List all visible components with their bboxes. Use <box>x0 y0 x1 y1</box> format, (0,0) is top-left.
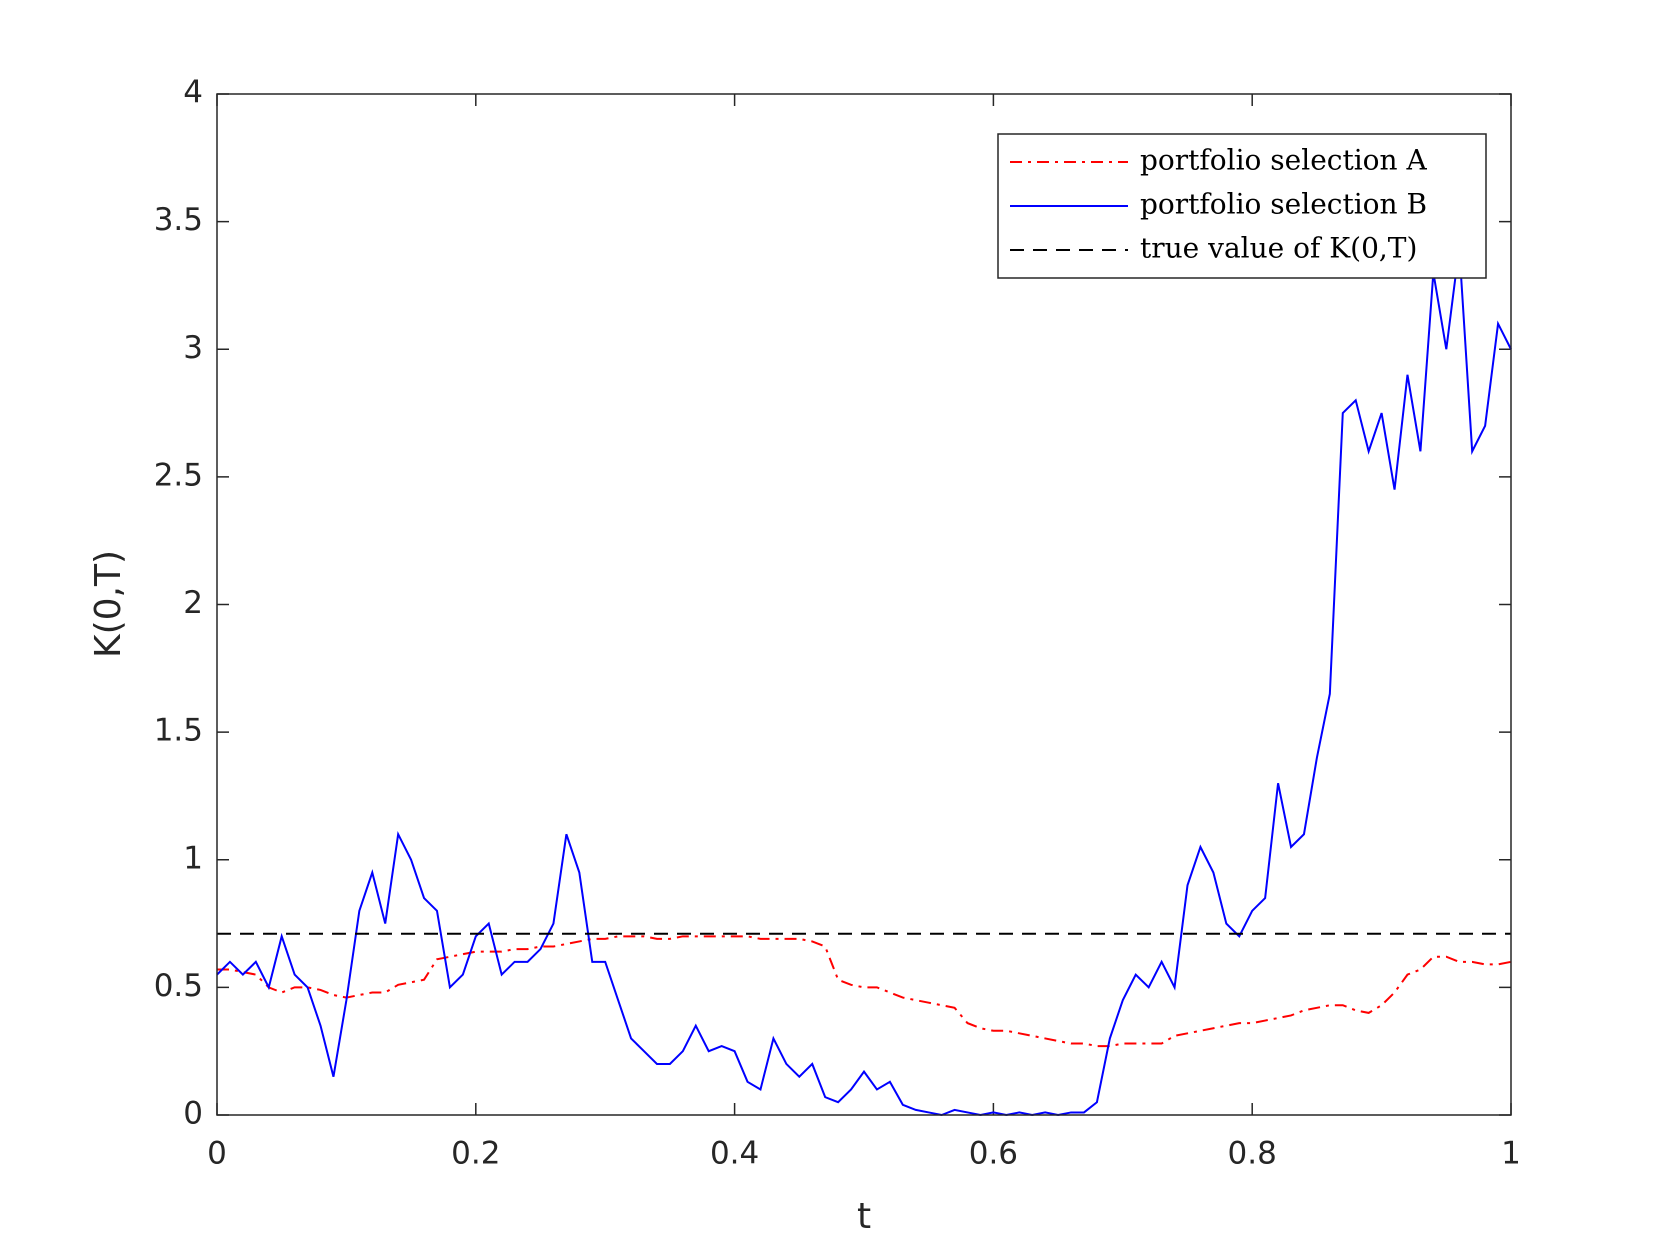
legend-label: portfolio selection B <box>1140 188 1427 221</box>
y-tick-label: 2.5 <box>154 457 203 493</box>
y-tick-label: 0 <box>183 1096 203 1132</box>
legend-label: portfolio selection A <box>1140 144 1427 177</box>
y-axis-label: K(0,T) <box>88 550 129 658</box>
plot-frame <box>216 93 1512 1116</box>
y-tick-label: 3.5 <box>154 202 203 238</box>
x-tick-label: 0.8 <box>1228 1136 1277 1172</box>
x-tick-label: 0.4 <box>710 1136 759 1172</box>
y-tick-label: 4 <box>183 75 203 111</box>
x-tick-label: 1 <box>1501 1136 1521 1172</box>
y-tick-label: 3 <box>183 330 203 366</box>
x-tick-label: 0 <box>207 1136 227 1172</box>
x-tick-label: 0.2 <box>451 1136 500 1172</box>
x-tick-label: 0.6 <box>969 1136 1018 1172</box>
line-series <box>217 935 1512 1048</box>
y-tick-label: 1.5 <box>154 713 203 749</box>
y-tick-label: 1 <box>183 840 203 876</box>
x-axis-label: t <box>857 1196 871 1237</box>
y-tick-label: 0.5 <box>154 968 203 1004</box>
line-series <box>216 247 1512 1117</box>
y-tick-label: 2 <box>183 585 203 621</box>
legend-label: true value of K(0,T) <box>1140 232 1417 265</box>
